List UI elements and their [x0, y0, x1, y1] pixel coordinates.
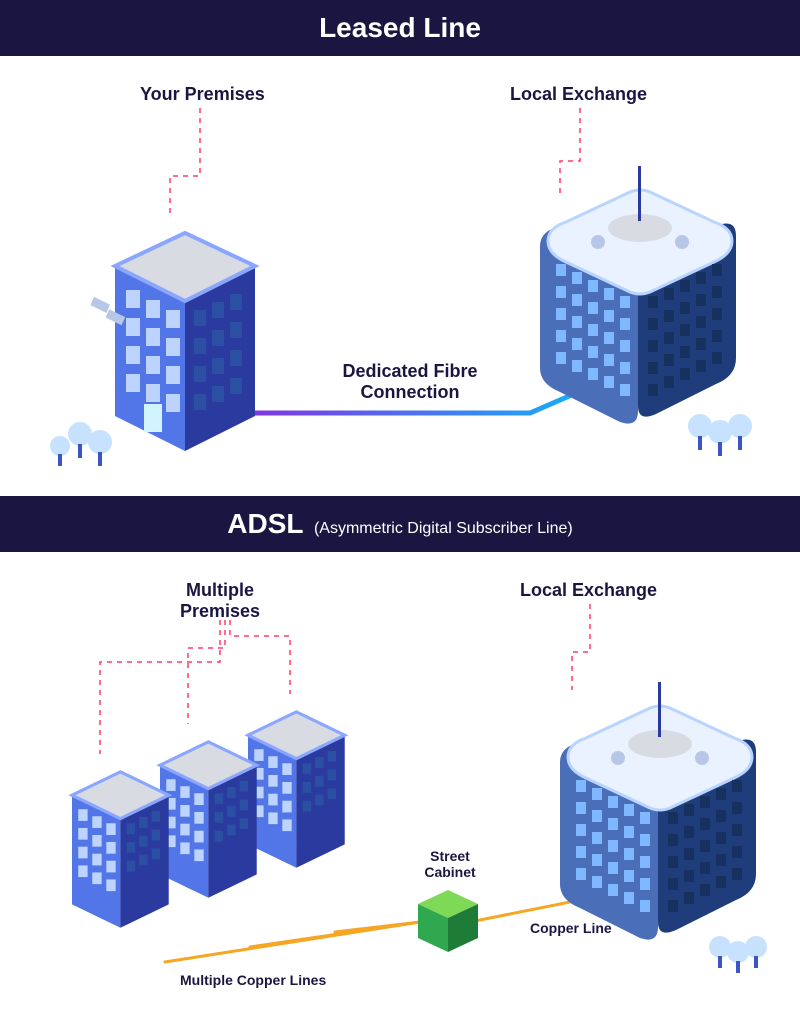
adsl-exchange-trees: [709, 936, 767, 973]
premises-label: Your Premises: [140, 84, 265, 105]
copper-line-label: Copper Line: [530, 920, 612, 936]
exchange-label: Local Exchange: [510, 84, 647, 105]
adsl-premises-buildings: [72, 712, 345, 928]
fibre-label: Dedicated Fibre Connection: [300, 361, 520, 403]
adsl-subtitle: (Asymmetric Digital Subscriber Line): [314, 520, 573, 537]
premises-leader-line: [170, 108, 200, 216]
adsl-premises-leader-3: [230, 620, 290, 694]
exchange-leader-line: [560, 108, 580, 196]
exchange-trees: [688, 414, 752, 456]
leased-line-panel: Your Premises Local Exchange Dedicated F…: [0, 56, 800, 496]
adsl-premises-leader-2: [188, 620, 225, 724]
adsl-panel: Multiple Premises Local Exchange Street …: [0, 552, 800, 1016]
leased-line-header: Leased Line: [0, 0, 800, 56]
leased-line-title: Leased Line: [319, 12, 481, 43]
multi-copper-lines: [165, 922, 420, 962]
adsl-premises-label: Multiple Premises: [160, 580, 280, 622]
adsl-exchange-building: [560, 682, 756, 940]
adsl-title: ADSL: [227, 508, 303, 539]
multi-copper-label: Multiple Copper Lines: [180, 972, 326, 988]
adsl-exchange-label: Local Exchange: [520, 580, 657, 601]
street-cabinet: [418, 890, 478, 952]
premises-building: [90, 233, 255, 451]
cabinet-label: Street Cabinet: [400, 848, 500, 880]
adsl-header: ADSL (Asymmetric Digital Subscriber Line…: [0, 496, 800, 552]
premises-trees: [50, 422, 112, 466]
adsl-premises-leader-1: [100, 620, 220, 754]
adsl-scene: [0, 552, 800, 1016]
leased-line-scene: [0, 56, 800, 496]
adsl-exchange-leader: [572, 604, 590, 690]
exchange-building: [540, 166, 736, 424]
